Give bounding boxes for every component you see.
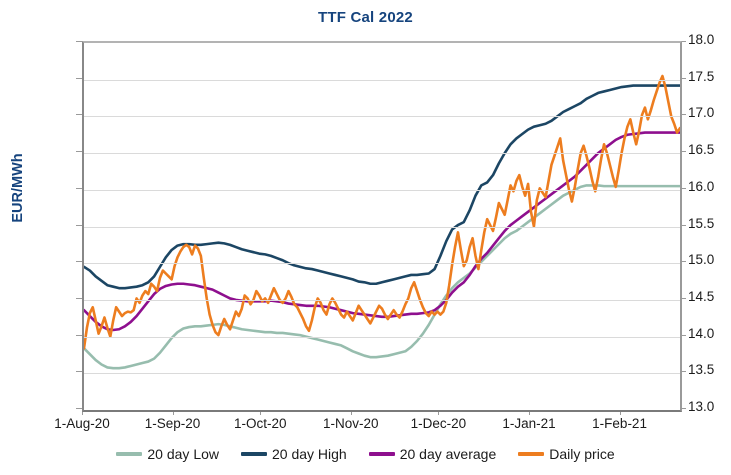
y-tick-mark-right (680, 187, 686, 189)
series-line (84, 184, 680, 370)
y-tick-mark-left (76, 114, 82, 116)
y-tick-mark-right (680, 114, 686, 116)
y-tick-label-right: 14.5 (688, 288, 715, 304)
y-tick-label-right: 16.0 (688, 178, 715, 194)
y-tick-mark-left (76, 371, 82, 373)
x-tick-label: 1-Nov-20 (323, 416, 379, 431)
y-tick-mark-left (76, 41, 82, 42)
legend-label: 20 day average (399, 446, 497, 462)
y-tick-mark-left (76, 224, 82, 226)
x-tick-label: 1-Aug-20 (54, 416, 110, 431)
legend-swatch (368, 452, 395, 456)
legend-item[interactable]: 20 day average (368, 446, 497, 462)
legend-label: 20 day Low (147, 446, 219, 462)
x-tick-label: 1-Feb-21 (592, 416, 647, 431)
y-tick-mark-right (680, 334, 686, 336)
x-tick-mark (350, 410, 352, 415)
x-tick-label: 1-Sep-20 (144, 416, 201, 431)
y-tick-label-right: 14.0 (688, 325, 715, 341)
y-tick-mark-right (680, 408, 686, 409)
x-tick-label: 1-Oct-20 (233, 416, 287, 431)
gridline (84, 299, 680, 301)
y-tick-mark-left (76, 261, 82, 263)
gridline (84, 226, 680, 228)
y-axis-title: EUR/MWh (10, 153, 26, 223)
legend-item[interactable]: 20 day High (241, 446, 347, 462)
x-tick-mark (529, 410, 530, 415)
y-tick-mark-left (76, 151, 82, 153)
y-tick-mark-right (680, 41, 686, 42)
x-tick-mark (82, 410, 83, 415)
legend-item[interactable]: Daily price (518, 446, 615, 462)
x-tick-mark (260, 410, 262, 415)
y-tick-mark-left (76, 297, 82, 299)
y-tick-mark-right (680, 151, 686, 153)
legend-swatch (518, 452, 545, 456)
legend-label: Daily price (549, 446, 615, 462)
series-line (84, 131, 680, 332)
y-tick-mark-left (76, 187, 82, 189)
chart-legend: 20 day Low 20 day High 20 day average Daily… (0, 446, 731, 462)
chart-title: TTF Cal 2022 (318, 9, 413, 26)
y-tick-label-right: 15.0 (688, 252, 715, 268)
x-tick-mark (172, 410, 174, 415)
x-tick-mark (438, 410, 440, 415)
y-tick-label-right: 17.5 (688, 68, 715, 84)
x-tick-label: 1-Jan-21 (502, 416, 556, 431)
y-tick-mark-right (680, 261, 686, 263)
y-tick-mark-right (680, 77, 686, 79)
gridline (84, 263, 680, 265)
y-tick-mark-left (76, 334, 82, 336)
y-tick-label-right: 16.5 (688, 142, 715, 158)
y-tick-mark-left (76, 77, 82, 79)
legend-item[interactable]: 20 day Low (116, 446, 219, 462)
y-tick-mark-left (76, 408, 82, 409)
gridline (84, 373, 680, 375)
y-tick-label-right: 17.0 (688, 105, 715, 121)
gridline (84, 153, 680, 155)
legend-label: 20 day High (272, 446, 347, 462)
x-tick-label: 1-Dec-20 (410, 416, 467, 431)
x-tick-mark (619, 410, 621, 415)
gridline (84, 189, 680, 191)
gridline (84, 336, 680, 338)
y-tick-label-right: 15.5 (688, 215, 715, 231)
y-tick-label-right: 13.5 (688, 362, 715, 378)
y-tick-label-right: 13.0 (688, 399, 715, 414)
series-line (84, 84, 680, 290)
plot-area (82, 41, 682, 412)
y-tick-label-right: 18.0 (688, 32, 715, 47)
gridline (84, 116, 680, 118)
y-tick-mark-right (680, 371, 686, 373)
y-tick-mark-right (680, 224, 686, 226)
gridline (84, 79, 680, 81)
y-tick-mark-right (680, 297, 686, 299)
legend-swatch (241, 452, 267, 456)
legend-swatch (116, 452, 143, 456)
